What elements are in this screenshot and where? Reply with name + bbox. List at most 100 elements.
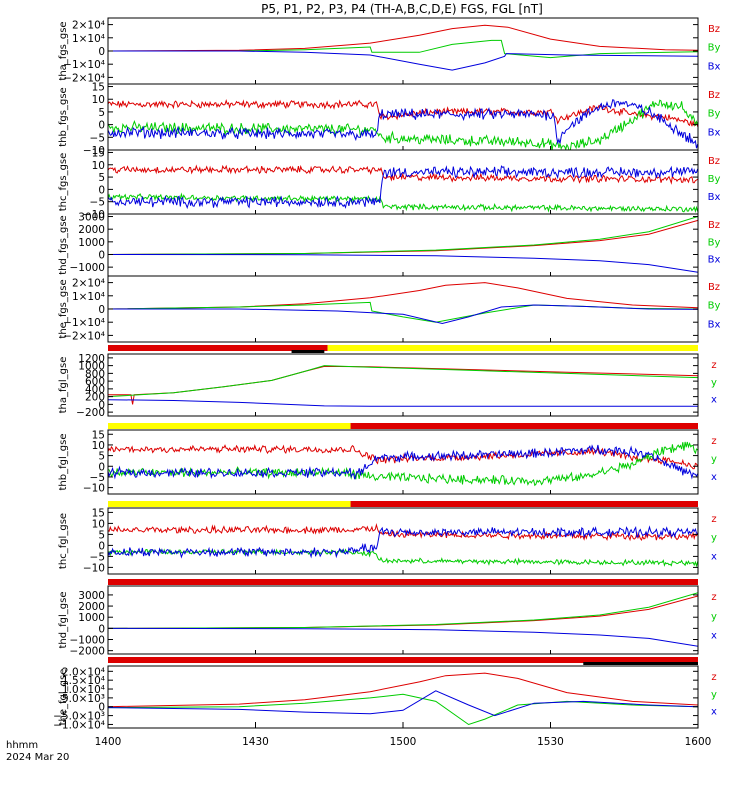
series-group (108, 441, 698, 487)
y-tick-label: 1000 (78, 361, 105, 373)
y-tick-label: −10 (83, 145, 105, 157)
y-tick-label: −5 (90, 551, 105, 563)
state-bar (108, 657, 698, 665)
legend-entry-x: x (711, 631, 717, 642)
legend-entry-By: By (708, 301, 721, 312)
y-tick-label: −1×10⁴ (63, 317, 105, 329)
state-bar (108, 345, 698, 353)
y-tick-label: 5 (98, 172, 105, 184)
y-tick-label: 10 (92, 94, 105, 106)
series-line-Bz (108, 164, 698, 185)
y-tick-label: 2000 (78, 224, 105, 236)
y-tick-label: −2×10⁴ (63, 330, 105, 342)
legend-entry-Bz: Bz (708, 90, 720, 101)
y-axis-label: thd_fgl_gse (58, 592, 69, 649)
y-axis-label: tha_fgl_gse (58, 357, 69, 414)
legend-entry-x: x (711, 707, 717, 718)
x-axis: 1400 1430 1500 1530 1600 (95, 80, 711, 748)
series-line-Bz (108, 24, 698, 52)
series-group (108, 164, 698, 213)
series-line-By (108, 99, 698, 150)
y-tick-label: 0 (98, 184, 105, 196)
legend-entry-y: y (711, 454, 717, 465)
series-line-x (108, 525, 698, 559)
y-tick-label: 800 (85, 368, 105, 380)
y-tick-label: 15 (92, 429, 105, 441)
y-tick-label: 0 (98, 540, 105, 552)
series-line-Bx (108, 50, 698, 71)
y-axis-label: thc_fgs_gse (58, 153, 69, 212)
y-axis-label: thb_fgs_gse (58, 87, 69, 146)
y-tick-label: 10 (92, 440, 105, 452)
legend-entry-By: By (708, 174, 721, 185)
legend-entry-z: z (711, 360, 716, 371)
legend-entry-y: y (711, 689, 717, 700)
legend-entry-x: x (711, 551, 717, 562)
x-tick-label: 1500 (390, 736, 417, 748)
legend-entry-Bz: Bz (708, 156, 720, 167)
state-bar-segment (108, 657, 698, 663)
panel-frame (107, 149, 699, 215)
legend-entry-x: x (711, 395, 717, 406)
series-line-z (108, 595, 698, 629)
legend-entry-y: y (711, 377, 717, 388)
legend-entry-y: y (711, 611, 717, 622)
y-tick-label: −2000 (69, 646, 105, 658)
series-line-z (108, 672, 698, 708)
series-line-Bz (108, 98, 698, 127)
y-tick-label: −5 (90, 197, 105, 209)
series-line-y (108, 693, 698, 726)
y-tick-label: −1×10⁴ (63, 59, 105, 71)
state-bar-segment (350, 423, 698, 429)
series-line-By (108, 39, 698, 59)
state-bar-segment (350, 501, 698, 507)
y-tick-label: 5 (98, 451, 105, 463)
series-group (108, 592, 698, 647)
y-tick-label: 10 (92, 518, 105, 530)
y-tick-label: 2.0×10⁴ (62, 666, 105, 678)
chart-title: P5, P1, P2, P3, P4 (TH-A,B,C,D,E) FGS, F… (261, 2, 543, 16)
series-line-By (108, 301, 698, 323)
legend-entry-z: z (711, 672, 716, 683)
x-tick-label: 1400 (95, 736, 122, 748)
y-axis-label: the_fgs_gse (58, 279, 69, 338)
series-line-Bx (108, 254, 698, 273)
state-bar-mark (583, 662, 698, 665)
panel-frame (107, 585, 699, 655)
y-tick-label: −200 (76, 407, 105, 419)
y-tick-label: 5.0×10³ (62, 693, 105, 705)
y-tick-label: 1.5×10⁴ (62, 675, 105, 687)
legend-entry-z: z (711, 436, 716, 447)
series-line-x (108, 690, 698, 717)
y-tick-label: 0 (98, 120, 105, 132)
legend-entry-By: By (708, 237, 721, 248)
state-bar (108, 579, 698, 585)
y-tick-label: 15 (92, 147, 105, 159)
series-group (108, 282, 698, 325)
state-bar-segment (108, 423, 351, 429)
panel-the_fgl_gse: 2.0×10⁴1.5×10⁴1.0×10⁴5.0×10³0−5.0×10³−1.… (53, 665, 717, 731)
series-group (108, 365, 698, 407)
y-tick-label: 1000 (78, 237, 105, 249)
legend-entry-z: z (711, 514, 716, 525)
series-line-Bz (108, 282, 698, 310)
series-group (108, 522, 698, 568)
legend-entry-y: y (711, 533, 717, 544)
y-tick-label: 600 (85, 376, 105, 388)
y-tick-label: 2×10⁴ (72, 278, 105, 290)
state-bar-segment (108, 345, 328, 351)
y-tick-label: −10 (83, 562, 105, 574)
y-tick-label: −5 (90, 132, 105, 144)
y-tick-label: 3000 (78, 212, 105, 224)
y-tick-label: 2000 (78, 601, 105, 613)
footer-hhmm: hhmm (6, 740, 38, 751)
series-line-x (108, 399, 698, 407)
series-line-z (108, 522, 698, 542)
